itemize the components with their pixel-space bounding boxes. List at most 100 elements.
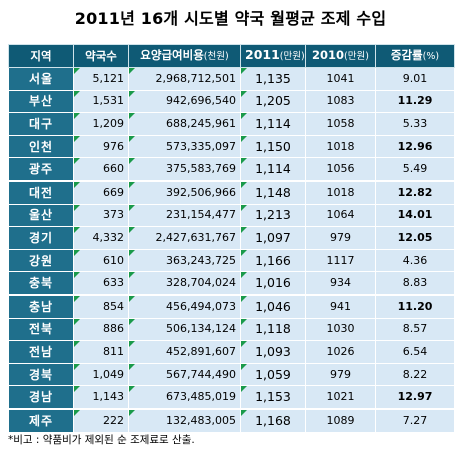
income-2011-cell: 1,166 (240, 248, 306, 273)
pharmacies-cell: 669 (73, 180, 129, 205)
table-row: 전북 886 506,134,124 1,118 1030 8.57 (8, 317, 455, 342)
header-rate-label: 증감률 (390, 48, 423, 62)
rate-cell: 9.01 (375, 67, 455, 91)
table-row: 제주 222 132,483,005 1,168 1089 7.27 (8, 408, 455, 433)
rate-cell: 12.82 (375, 180, 455, 205)
rate-cell: 4.36 (375, 248, 455, 273)
header-region: 지역 (8, 44, 74, 68)
region-cell: 전남 (8, 340, 74, 364)
region-cell: 제주 (8, 408, 74, 433)
table-row: 충남 854 456,494,073 1,046 941 11.20 (8, 294, 455, 319)
income-2011-cell: 1,205 (240, 89, 306, 114)
header-rate: 증감률(%) (375, 44, 455, 68)
pharmacies-cell: 373 (73, 203, 129, 228)
cost-cell: 375,583,769 (128, 157, 241, 182)
table-row: 경북 1,049 567,744,490 1,059 979 8.22 (8, 362, 455, 387)
region-cell: 서울 (8, 67, 74, 91)
income-2011-cell: 1,148 (240, 180, 306, 205)
rate-cell: 8.22 (375, 362, 455, 387)
region-cell: 강원 (8, 248, 74, 273)
header-2010: 2010(만원) (305, 44, 376, 68)
region-cell: 광주 (8, 157, 74, 182)
table-title: 2011년 16개 시도별 약국 월평균 조제 수입 (74, 9, 387, 28)
pharmacies-cell: 660 (73, 157, 129, 182)
footnote: *비고 : 약품비가 제외된 순 조제료로 산출. (8, 434, 195, 446)
income-2010-cell: 979 (305, 362, 376, 387)
income-2011-cell: 1,097 (240, 226, 306, 250)
header-pharmacies: 약국수 (73, 44, 129, 68)
pharmacies-cell: 610 (73, 248, 129, 273)
region-cell: 부산 (8, 89, 74, 114)
income-2010-cell: 1083 (305, 89, 376, 114)
region-cell: 전북 (8, 317, 74, 342)
region-cell: 경북 (8, 362, 74, 387)
cost-cell: 452,891,607 (128, 340, 241, 364)
header-2010-unit: (만원) (344, 51, 369, 62)
rate-cell: 11.20 (375, 294, 455, 319)
income-2010-cell: 1030 (305, 317, 376, 342)
income-2010-cell: 1056 (305, 157, 376, 182)
table-row: 서울 5,121 2,968,712,501 1,135 1041 9.01 (8, 67, 455, 91)
pharmacies-cell: 5,121 (73, 67, 129, 91)
cost-cell: 132,483,005 (128, 408, 241, 433)
table-row: 대구 1,209 688,245,961 1,114 1058 5.33 (8, 112, 455, 136)
rate-cell: 6.54 (375, 340, 455, 364)
header-2011: 2011(만원) (240, 44, 306, 68)
pharmacies-cell: 1,531 (73, 89, 129, 114)
income-2011-cell: 1,150 (240, 134, 306, 159)
pharmacies-cell: 1,143 (73, 385, 129, 410)
cost-cell: 231,154,477 (128, 203, 241, 228)
table-row: 전남 811 452,891,607 1,093 1026 6.54 (8, 340, 455, 364)
table-row: 대전 669 392,506,966 1,148 1018 12.82 (8, 180, 455, 205)
income-2011-cell: 1,114 (240, 112, 306, 136)
income-2010-cell: 979 (305, 226, 376, 250)
region-cell: 충남 (8, 294, 74, 319)
header-2011-unit: (만원) (279, 51, 305, 62)
rate-cell: 12.96 (375, 134, 455, 159)
income-2011-cell: 1,016 (240, 271, 306, 296)
table-row: 부산 1,531 942,696,540 1,205 1083 11.29 (8, 89, 455, 114)
cost-cell: 392,506,966 (128, 180, 241, 205)
income-2010-cell: 1064 (305, 203, 376, 228)
region-cell: 대전 (8, 180, 74, 205)
rate-cell: 12.97 (375, 385, 455, 410)
cost-cell: 506,134,124 (128, 317, 241, 342)
pharmacies-cell: 222 (73, 408, 129, 433)
pharmacies-cell: 854 (73, 294, 129, 319)
header-cost: 요양급여비용(천원) (128, 44, 241, 68)
pharmacies-cell: 886 (73, 317, 129, 342)
pharmacies-cell: 1,049 (73, 362, 129, 387)
cost-cell: 456,494,073 (128, 294, 241, 319)
income-2010-cell: 1018 (305, 134, 376, 159)
region-cell: 인천 (8, 134, 74, 159)
pharmacies-cell: 633 (73, 271, 129, 296)
income-2010-cell: 1018 (305, 180, 376, 205)
income-2010-cell: 1041 (305, 67, 376, 91)
header-cost-label: 요양급여비용 (140, 48, 204, 62)
income-2011-cell: 1,114 (240, 157, 306, 182)
rate-cell: 5.49 (375, 157, 455, 182)
income-2011-cell: 1,059 (240, 362, 306, 387)
rate-cell: 7.27 (375, 408, 455, 433)
income-2010-cell: 941 (305, 294, 376, 319)
cost-cell: 363,243,725 (128, 248, 241, 273)
header-cost-unit: (천원) (203, 51, 229, 62)
rate-cell: 5.33 (375, 112, 455, 136)
cost-cell: 673,485,019 (128, 385, 241, 410)
table-row: 경기 4,332 2,427,631,767 1,097 979 12.05 (8, 226, 455, 250)
table-row: 경남 1,143 673,485,019 1,153 1021 12.97 (8, 385, 455, 410)
rate-cell: 8.57 (375, 317, 455, 342)
income-2011-cell: 1,153 (240, 385, 306, 410)
income-2011-cell: 1,118 (240, 317, 306, 342)
table-body: 서울 5,121 2,968,712,501 1,135 1041 9.01 부산 1,531… (8, 67, 455, 433)
table-row: 광주 660 375,583,769 1,114 1056 5.49 (8, 157, 455, 182)
rate-cell: 12.05 (375, 226, 455, 250)
pharmacies-cell: 1,209 (73, 112, 129, 136)
header-2011-label: 2011 (245, 47, 280, 62)
cost-cell: 567,744,490 (128, 362, 241, 387)
cost-cell: 573,335,097 (128, 134, 241, 159)
region-cell: 경남 (8, 385, 74, 410)
income-2010-cell: 934 (305, 271, 376, 296)
table-row: 인천 976 573,335,097 1,150 1018 12.96 (8, 134, 455, 159)
rate-cell: 8.83 (375, 271, 455, 296)
